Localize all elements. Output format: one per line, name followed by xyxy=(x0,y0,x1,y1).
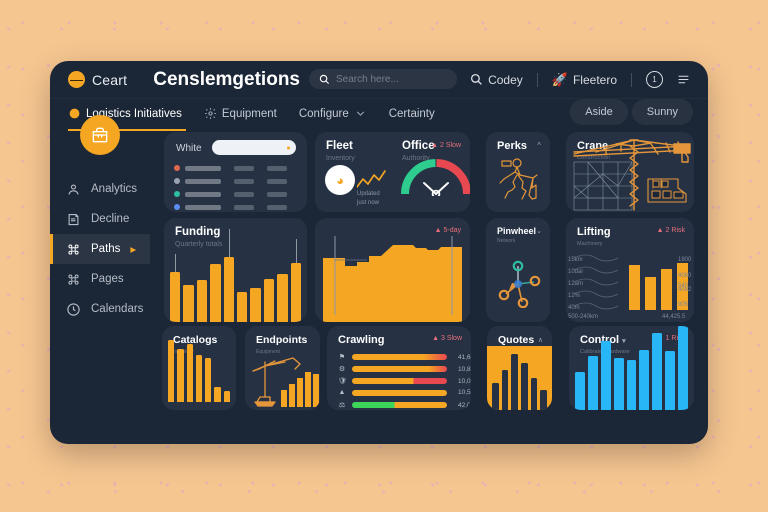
svg-text:905: 905 xyxy=(678,302,689,308)
svg-text:4080: 4080 xyxy=(678,273,692,279)
svg-text:12am: 12am xyxy=(568,281,583,287)
svg-text:15km: 15km xyxy=(568,257,583,263)
svg-text:44,425.5: 44,425.5 xyxy=(662,314,686,320)
svg-text:12%: 12% xyxy=(568,293,581,299)
svg-text:1800: 1800 xyxy=(678,257,692,263)
svg-text:40m: 40m xyxy=(568,305,580,311)
svg-text:10dal: 10dal xyxy=(568,269,583,275)
svg-text:500-240km: 500-240km xyxy=(568,314,598,320)
svg-text:4092: 4092 xyxy=(678,287,692,293)
